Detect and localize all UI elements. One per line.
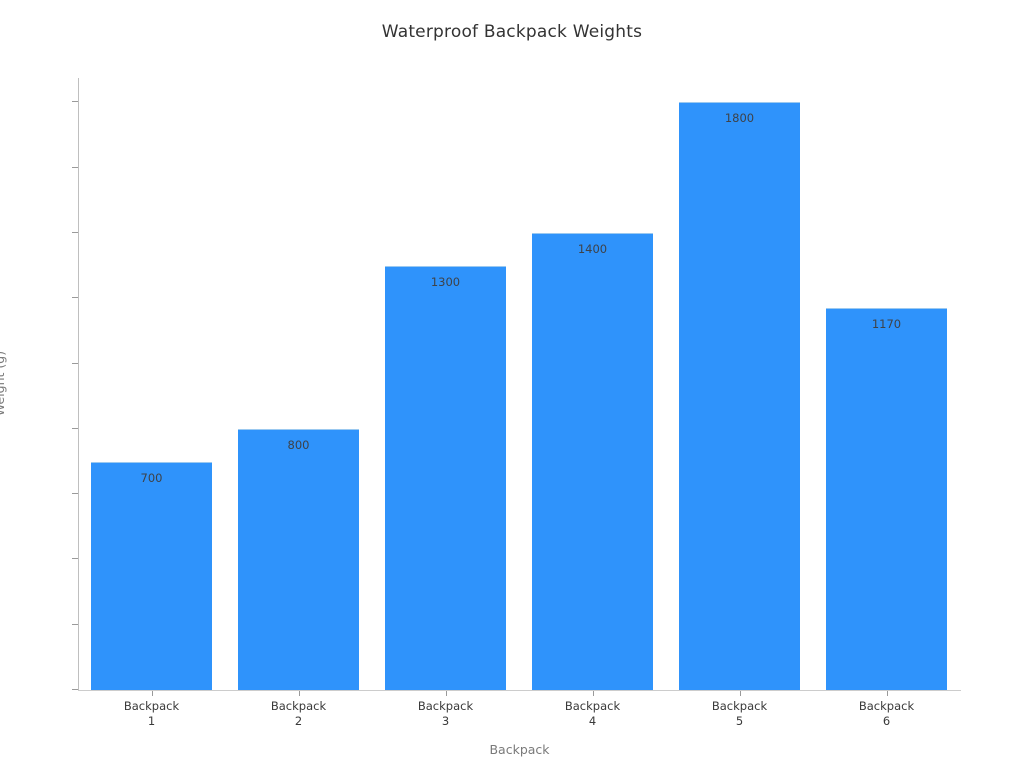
y-axis-label: Weight (g) (0, 350, 8, 417)
x-tick-label: Backpack 1 (123, 699, 180, 728)
chart-title: Waterproof Backpack Weights (381, 22, 643, 42)
x-axis-spine (78, 690, 961, 691)
y-tick-mark (72, 362, 78, 364)
y-tick-mark (72, 297, 78, 299)
bar[interactable]: 700 (90, 461, 213, 690)
bar[interactable]: 1300 (384, 265, 507, 690)
x-tick-label: Backpack 6 (858, 699, 915, 728)
x-tick-mark (886, 691, 888, 696)
x-axis-label: Backpack (489, 742, 550, 757)
bar[interactable]: 1400 (531, 233, 654, 690)
bar[interactable]: 800 (237, 428, 360, 690)
y-tick-mark (72, 232, 78, 234)
y-tick-mark (72, 427, 78, 429)
y-tick-mark (72, 493, 78, 495)
y-tick-mark (72, 166, 78, 168)
x-tick-mark (445, 691, 447, 696)
y-tick-mark (72, 558, 78, 560)
x-tick-label: Backpack 3 (417, 699, 474, 728)
x-tick-mark (151, 691, 153, 696)
bar[interactable]: 1800 (678, 102, 801, 690)
y-tick-mark (72, 623, 78, 625)
x-tick-label: Backpack 5 (711, 699, 768, 728)
x-tick-label: Backpack 2 (270, 699, 327, 728)
bar-value-label: 1800 (724, 111, 755, 126)
x-tick-label: Backpack 4 (564, 699, 621, 728)
x-tick-mark (739, 691, 741, 696)
bar-value-label: 800 (287, 437, 310, 452)
y-tick-mark (72, 101, 78, 103)
x-tick-mark (592, 691, 594, 696)
y-tick-mark (72, 689, 78, 690)
bar-value-label: 1170 (871, 317, 902, 332)
bar-value-label: 700 (140, 470, 163, 485)
bar-value-label: 1300 (430, 274, 461, 289)
x-tick-mark (298, 691, 300, 696)
bar-value-label: 1400 (577, 242, 608, 257)
y-axis-spine (78, 78, 79, 691)
bar[interactable]: 1170 (825, 308, 948, 690)
